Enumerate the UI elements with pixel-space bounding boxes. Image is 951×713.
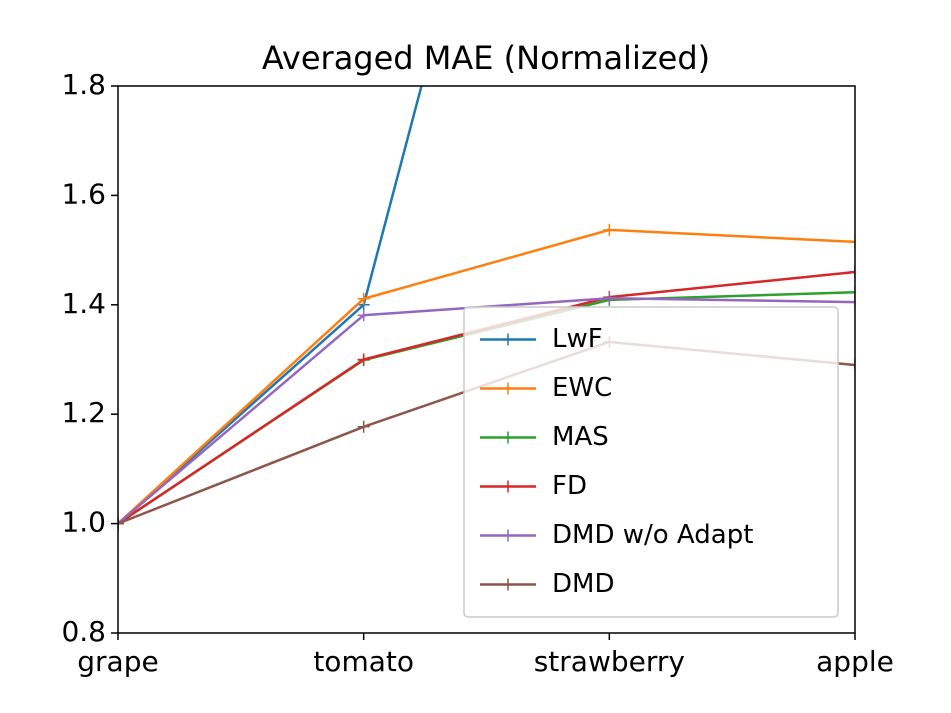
point-marker <box>118 517 124 530</box>
legend-label: FD <box>552 471 587 501</box>
point-marker <box>357 292 370 305</box>
point-marker <box>849 358 855 371</box>
chart-title: Averaged MAE (Normalized) <box>262 39 710 77</box>
point-marker <box>357 420 370 433</box>
series-line <box>118 86 423 525</box>
x-tick-label: grape <box>77 645 158 678</box>
point-marker <box>849 265 855 278</box>
y-tick-label: 1.6 <box>61 177 106 210</box>
plot-frame <box>117 85 856 634</box>
y-tick-label: 1.4 <box>61 287 106 320</box>
legend-label: MAS <box>552 422 609 452</box>
legend-label: LwF <box>552 324 603 354</box>
y-tick-label: 1.0 <box>61 506 106 539</box>
legend-marker <box>502 480 514 493</box>
point-marker <box>357 309 370 322</box>
x-tick-label: tomato <box>313 645 414 678</box>
legend-label: DMD w/o Adapt <box>552 520 753 550</box>
legend-box <box>463 306 839 618</box>
y-tick-label: 1.2 <box>61 396 106 429</box>
legend-marker <box>502 578 514 591</box>
point-marker <box>849 286 855 299</box>
y-tick-label: 1.8 <box>61 68 106 101</box>
legend-label: DMD <box>552 569 614 599</box>
legend-label: EWC <box>552 373 612 403</box>
legend: LwF EWC MAS FD DMD w/o Adapt DMD <box>463 306 839 618</box>
series-line <box>118 228 855 525</box>
x-tick-label: apple <box>816 645 894 678</box>
legend-marker <box>502 333 514 346</box>
legend-marker <box>502 382 514 395</box>
legend-marker <box>502 431 514 444</box>
point-marker <box>357 353 370 366</box>
point-marker <box>849 296 855 309</box>
point-marker <box>603 223 616 236</box>
y-tick-label: 0.8 <box>61 615 106 648</box>
x-tick-label: strawberry <box>534 645 685 678</box>
point-marker <box>849 235 855 248</box>
point-marker <box>603 292 616 305</box>
legend-marker <box>502 529 514 542</box>
